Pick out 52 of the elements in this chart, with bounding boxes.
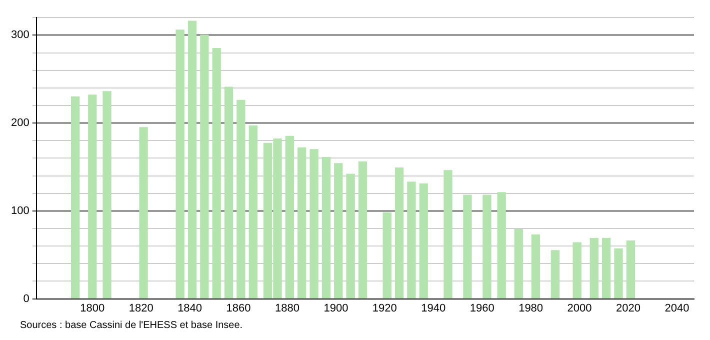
y-tick-label: 300 [10,29,30,42]
bar [614,248,623,299]
bar [200,34,209,299]
y-tick-label: 0 [23,292,30,305]
bar [531,234,540,299]
x-tick-label: 1900 [324,302,348,314]
bar [358,161,368,299]
bar [139,127,148,299]
x-tick-label: 2040 [664,302,690,314]
y-tick-label: 100 [10,204,30,217]
bar [482,194,492,299]
bar [236,100,246,299]
bar [102,91,112,299]
bar [334,163,343,299]
bar [310,149,318,299]
x-tick-label: 1880 [274,302,300,314]
bar [407,182,416,299]
bar [212,48,221,299]
bar [188,20,197,299]
bar [70,96,80,299]
bar [394,168,404,299]
bar [88,94,97,299]
x-tick-label: 1840 [178,302,202,314]
x-tick-label: 1980 [518,302,544,314]
y-tick-label: 200 [10,117,30,130]
x-tick-label: 1820 [128,302,154,314]
x-tick-label: 1920 [372,302,397,314]
bar [346,174,355,299]
bar [572,242,582,299]
bar [463,194,472,299]
bar [514,229,523,299]
bar [626,240,635,299]
bar [285,136,294,299]
bar [176,30,184,299]
bar [590,238,598,299]
x-tick-label: 1960 [470,302,494,314]
bar [322,156,331,299]
bar [602,238,611,299]
x-tick-label: 2000 [567,302,592,314]
bar [248,125,258,299]
bar [224,86,234,299]
bar [298,147,306,299]
x-tick-label: 1800 [80,302,105,314]
bar [382,212,392,299]
bar [444,170,452,299]
source-note: Sources : base Cassini de l'EHESS et base Insee. [20,320,244,331]
bar [497,192,506,299]
x-tick-label: 1860 [226,302,251,314]
x-tick-label: 2020 [616,302,640,314]
x-tick-label: 1940 [421,302,446,314]
bar [550,250,560,299]
bar [419,183,428,299]
